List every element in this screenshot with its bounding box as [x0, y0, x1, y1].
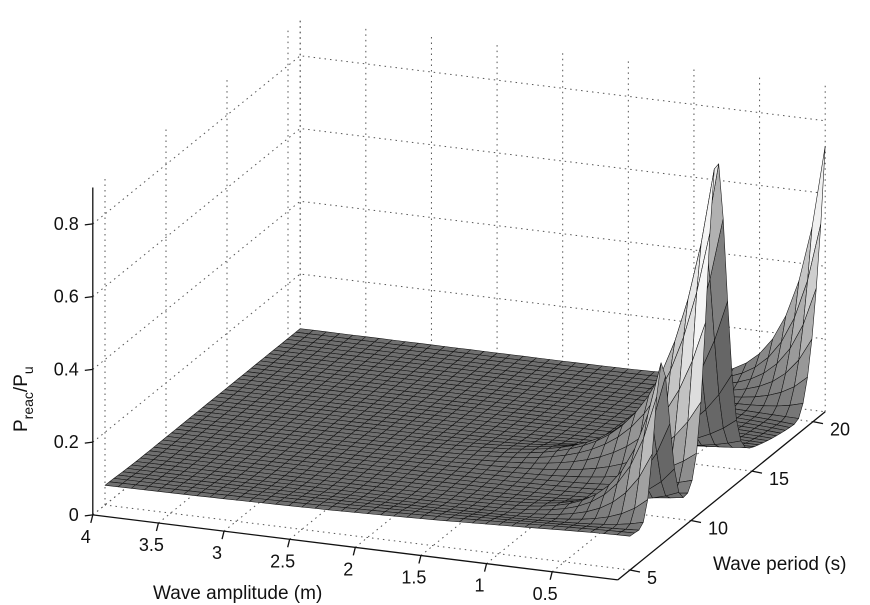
z-gridline	[92, 273, 826, 443]
y-tick-label: 20	[830, 420, 850, 440]
x-tick	[155, 522, 160, 532]
x-tick-label: 2	[343, 559, 353, 579]
z-tick	[84, 368, 93, 372]
surface	[104, 145, 826, 537]
z-axis-title: Preac/Pu	[11, 366, 36, 432]
y-tick	[812, 421, 824, 425]
z-axis-title-sub2: u	[20, 366, 36, 374]
x-tick-label: 1	[475, 576, 485, 596]
x-tick	[90, 514, 94, 524]
x-tick	[418, 555, 422, 564]
x-tick-label: 0.5	[533, 584, 558, 604]
y-tick-label: 10	[708, 519, 728, 539]
y-tick	[690, 519, 702, 524]
x-tick	[483, 563, 488, 572]
z-tick-label: 0.2	[54, 432, 79, 452]
y-floor-gridline	[104, 504, 631, 571]
surface-patch	[616, 531, 635, 537]
y-tick-label: 5	[647, 568, 657, 588]
x-tick-label: 4	[81, 527, 91, 547]
x-tick	[287, 539, 291, 548]
axes	[84, 187, 826, 581]
x-tick-label: 2.5	[270, 551, 295, 571]
y-tick	[629, 569, 641, 573]
z-tick-label: 0.8	[54, 214, 79, 234]
y-tick-label: 15	[769, 469, 789, 489]
z-tick-label: 0.4	[54, 359, 79, 379]
z-tick-label: 0.6	[54, 287, 79, 307]
z-tick	[84, 514, 93, 517]
z-gridline	[92, 200, 826, 370]
tick-labels: 0 0.2 0.4 0.6 0.8 0.5 1 1.5 2 2.5 3 3.5 4 5 10 15 20	[54, 214, 850, 604]
x-tick-label: 1.5	[401, 568, 426, 588]
x-tick	[549, 571, 553, 580]
z-tick	[84, 441, 93, 444]
z-tick-label: 0	[69, 505, 79, 525]
z-tick	[84, 223, 93, 226]
z-gridline	[92, 127, 826, 298]
y-axis-line	[617, 411, 826, 581]
z-axis-title-sub1: reac	[20, 392, 36, 419]
y-tick	[751, 470, 763, 474]
x-tick-label: 3	[212, 543, 222, 563]
x-axis-title: Wave amplitude (m)	[153, 583, 322, 604]
x-tick	[352, 547, 356, 556]
z-gridline	[92, 55, 826, 225]
x-tick	[221, 530, 225, 540]
z-axis-title-mid: /P	[11, 374, 32, 392]
x-tick-label: 3.5	[139, 535, 164, 555]
z-axis-title-base: P	[11, 419, 32, 432]
y-axis-title: Wave period (s)	[713, 554, 846, 575]
z-tick	[84, 295, 93, 299]
